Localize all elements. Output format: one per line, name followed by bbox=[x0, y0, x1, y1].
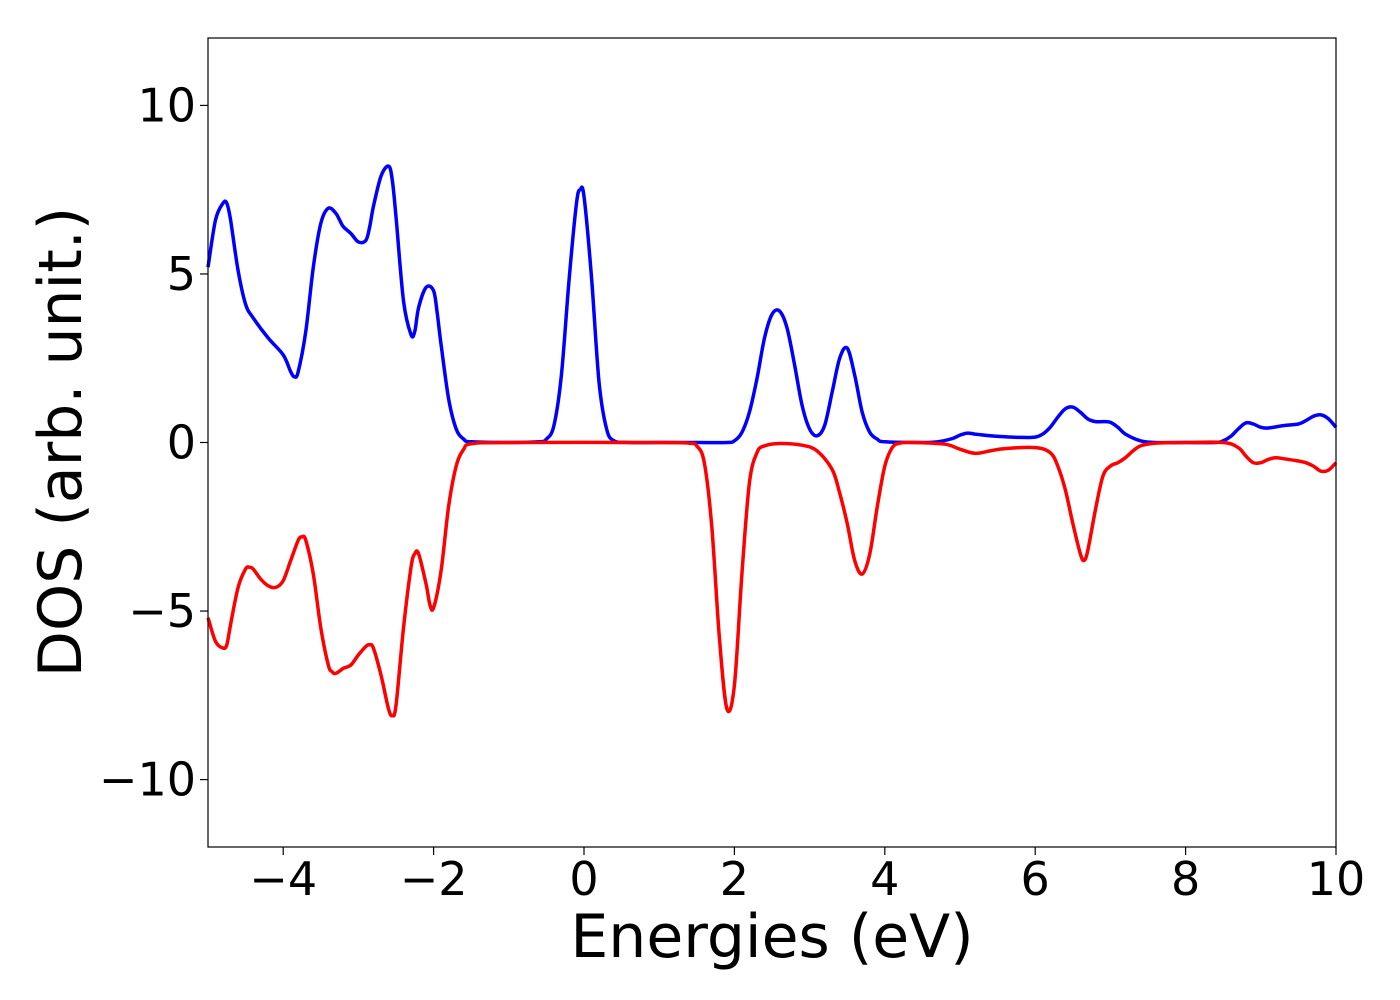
y-axis-label: DOS (arb. unit.) bbox=[26, 207, 96, 677]
y-tick-label: −10 bbox=[99, 753, 196, 807]
y-tick-label: −5 bbox=[128, 584, 196, 638]
y-axis-ticks: −10 −5 0 5 10 bbox=[99, 78, 208, 807]
x-axis-ticks: −4 −2 0 2 4 6 8 10 bbox=[249, 847, 1365, 906]
x-tick-label: 4 bbox=[870, 852, 899, 906]
x-axis-label: Energies (eV) bbox=[570, 902, 973, 972]
y-tick-label: 10 bbox=[137, 78, 196, 132]
x-tick-label: 8 bbox=[1171, 852, 1200, 906]
y-tick-label: 0 bbox=[167, 416, 196, 470]
x-tick-label: 6 bbox=[1021, 852, 1050, 906]
series-line-1 bbox=[206, 164, 1338, 445]
x-tick-label: 10 bbox=[1307, 852, 1366, 906]
x-tick-label: −2 bbox=[400, 852, 468, 906]
y-tick-label: 5 bbox=[167, 247, 196, 301]
x-tick-label: 2 bbox=[720, 852, 749, 906]
series-line-2 bbox=[206, 440, 1338, 718]
series-layer bbox=[206, 164, 1338, 718]
x-tick-label: 0 bbox=[569, 852, 598, 906]
x-tick-label: −4 bbox=[249, 852, 317, 906]
